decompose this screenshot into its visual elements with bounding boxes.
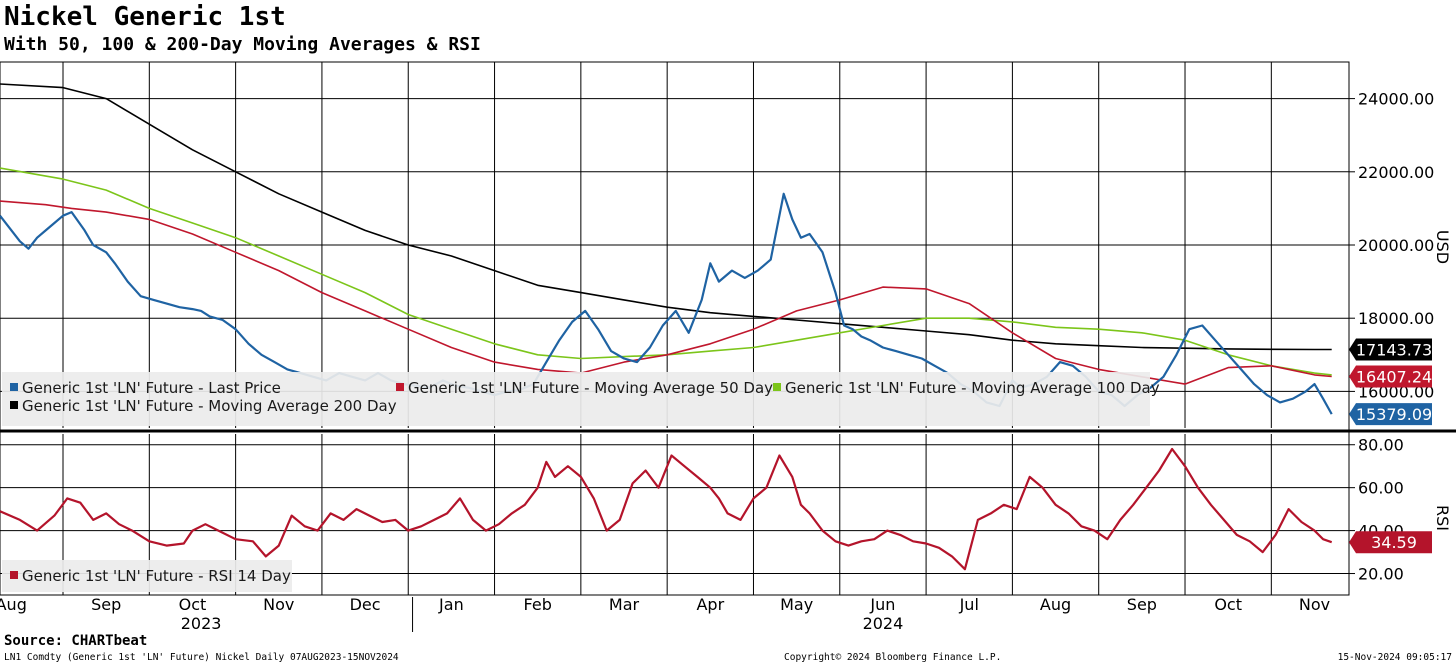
legend-label-ma100: Generic 1st 'LN' Future - Moving Average… — [785, 379, 1160, 397]
y-axis-title-rsi: RSI — [1433, 505, 1452, 531]
series-line-ma200 — [0, 83, 1332, 351]
last-label-ma50: 16407.24 — [1356, 367, 1432, 386]
x-tick-label: Jan — [438, 595, 464, 614]
y-tick-label-price: 24000.00 — [1358, 90, 1434, 109]
series-line-ma50 — [0, 200, 1332, 385]
y-tick-label-rsi: 20.00 — [1358, 565, 1404, 584]
x-tick-label: Aug — [1040, 595, 1071, 614]
legends: Generic 1st 'LN' Future - Last Price Gene… — [2, 372, 1160, 592]
y-tick-label-price: 22000.00 — [1358, 163, 1434, 182]
last-label-price-box — [1349, 403, 1432, 426]
legend-swatch-ma200 — [10, 401, 18, 409]
last-label-ma200: 17143.73 — [1356, 341, 1432, 360]
x-tick-label: Apr — [696, 595, 724, 614]
y-tick-label-rsi: 80.00 — [1358, 436, 1404, 455]
legend-swatch-ma100 — [773, 383, 781, 391]
x-tick-label: Oct — [179, 595, 207, 614]
chart-title: Nickel Generic 1st — [4, 2, 286, 32]
x-tick-label: Jul — [959, 595, 979, 614]
series-line-rsi — [0, 447, 1333, 571]
legend-label-ma50: Generic 1st 'LN' Future - Moving Average… — [408, 379, 773, 397]
legend-label-ma200: Generic 1st 'LN' Future - Moving Average… — [22, 397, 397, 415]
x-tick-label: Mar — [609, 595, 640, 614]
last-label-ma200-box — [1349, 338, 1432, 361]
source-note: Source: CHARTbeat — [4, 633, 148, 649]
x-tick-label: Nov — [263, 595, 294, 614]
y-tick-label-price: 20000.00 — [1358, 236, 1434, 255]
y-axis-title-usd: USD — [1433, 230, 1452, 264]
chart-subtitle: With 50, 100 & 200-Day Moving Averages &… — [4, 34, 481, 55]
legend-swatch-price — [10, 383, 18, 391]
y-tick-label-rsi: 60.00 — [1358, 479, 1404, 498]
x-tick-label: Jun — [869, 595, 895, 614]
grid-lines — [0, 62, 1349, 595]
legend-swatch-ma50 — [396, 383, 404, 391]
footer-copyright: Copyright© 2024 Bloomberg Finance L.P. — [784, 652, 1002, 663]
legend-label-rsi: Generic 1st 'LN' Future - RSI 14 Day — [22, 567, 291, 585]
chart-frame — [0, 61, 1350, 596]
legend-label-price: Generic 1st 'LN' Future - Last Price — [22, 379, 281, 397]
x-tick-label: Dec — [350, 595, 381, 614]
last-label-rsi: 34.59 — [1371, 533, 1417, 552]
last-label-rsi-box — [1349, 531, 1432, 554]
last-value-labels: 17143.73 16407.24 15379.09 34.59 — [1349, 338, 1432, 554]
x-tick-label: Sep — [1127, 595, 1157, 614]
x-tick-label: Oct — [1214, 595, 1242, 614]
legend-swatch-rsi — [10, 571, 18, 579]
x-year-label-2023: 2023 — [181, 614, 222, 633]
x-tick-label: Sep — [91, 595, 121, 614]
y-tick-label-price: 18000.00 — [1358, 309, 1434, 328]
legend-rsi-panel — [2, 560, 292, 592]
x-tick-label: Feb — [524, 595, 552, 614]
legend-price-panel — [2, 372, 1150, 426]
last-label-ma50-box — [1349, 365, 1432, 388]
y-axis: 24000.0022000.0020000.0018000.0016000.00… — [1349, 90, 1452, 584]
x-tick-label: Aug — [0, 595, 27, 614]
series-line-ma100 — [0, 167, 1332, 376]
last-label-price: 15379.09 — [1356, 405, 1432, 424]
x-tick-label: Nov — [1299, 595, 1330, 614]
series-lines — [0, 83, 1333, 571]
x-year-label-2024: 2024 — [863, 614, 904, 633]
footer-timestamp: 15-Nov-2024 09:05:17 — [1337, 652, 1452, 663]
footer-left: LN1 Comdty (Generic 1st 'LN' Future) Nic… — [4, 652, 399, 663]
x-axis: Aug Sep Oct Nov Dec Jan Feb Mar Apr May Jun Jul Aug S… — [0, 595, 1330, 633]
x-tick-label: May — [780, 595, 813, 614]
